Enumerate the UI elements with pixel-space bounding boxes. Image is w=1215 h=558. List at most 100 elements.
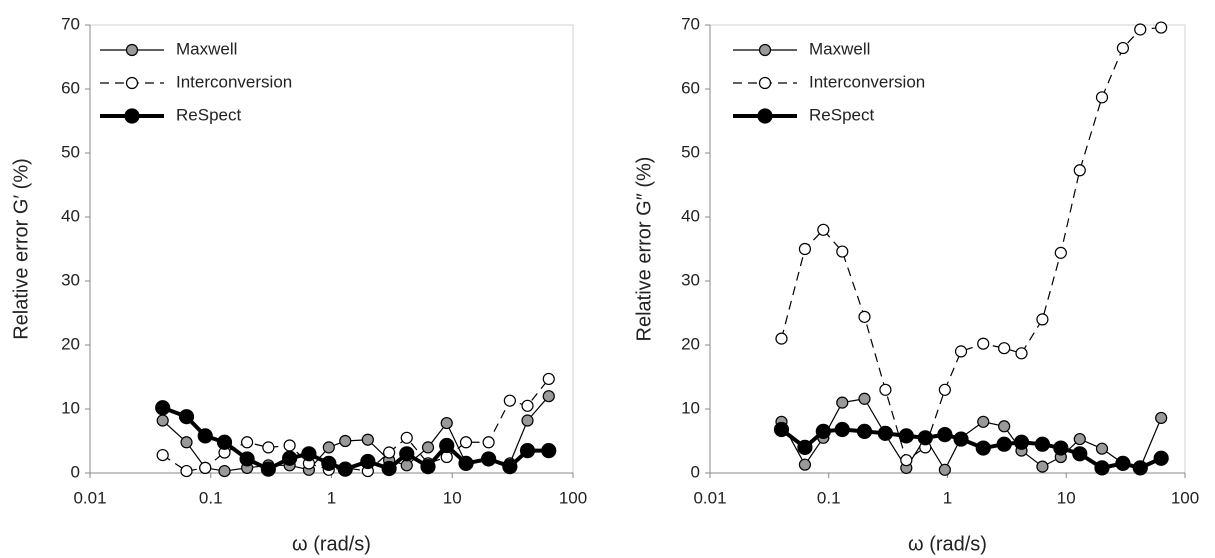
data-point bbox=[877, 425, 894, 441]
data-point bbox=[156, 448, 169, 462]
data-point bbox=[360, 453, 376, 470]
data-point bbox=[337, 461, 353, 477]
x-tick-label: 1 bbox=[943, 488, 952, 507]
x-tick-label: 1 bbox=[327, 488, 336, 507]
data-point bbox=[519, 443, 536, 459]
data-point bbox=[797, 439, 813, 455]
data-point bbox=[541, 443, 557, 459]
data-point bbox=[502, 459, 518, 475]
y-tick-label: 40 bbox=[681, 206, 700, 225]
data-point bbox=[1072, 446, 1088, 462]
data-point bbox=[1036, 460, 1049, 473]
y-tick-label: 50 bbox=[61, 142, 80, 161]
data-point bbox=[440, 450, 453, 464]
data-point bbox=[836, 245, 849, 258]
legend-marker bbox=[125, 43, 139, 57]
data-point bbox=[1054, 246, 1067, 259]
data-point bbox=[301, 446, 317, 462]
y-tick-label: 0 bbox=[691, 462, 700, 481]
data-point bbox=[1134, 23, 1147, 36]
data-point bbox=[1073, 432, 1086, 446]
legend-label: Interconversion bbox=[809, 72, 925, 91]
y-tick-label: 20 bbox=[61, 334, 80, 353]
legend-marker bbox=[758, 76, 772, 90]
data-point bbox=[421, 441, 435, 454]
data-point bbox=[773, 421, 790, 438]
data-point bbox=[1155, 21, 1168, 34]
data-point bbox=[239, 451, 255, 467]
data-point bbox=[1013, 434, 1030, 450]
data-point bbox=[1116, 41, 1130, 55]
x-tick-label: 10 bbox=[1057, 488, 1076, 507]
data-point bbox=[180, 436, 193, 449]
y-tick-label: 60 bbox=[681, 78, 700, 97]
data-point bbox=[834, 421, 850, 438]
data-point bbox=[1094, 460, 1110, 476]
x-axis-label: ω (rad/s) bbox=[292, 533, 371, 555]
legend-label: Interconversion bbox=[176, 72, 292, 91]
y-tick-label: 70 bbox=[681, 14, 700, 33]
data-point bbox=[1153, 450, 1169, 466]
data-point bbox=[1132, 460, 1148, 476]
data-point bbox=[440, 416, 453, 430]
data-point bbox=[954, 345, 968, 358]
x-tick-label: 0.1 bbox=[817, 488, 841, 507]
x-tick-label: 0.01 bbox=[73, 488, 106, 507]
series-line bbox=[780, 26, 1162, 462]
data-point bbox=[998, 420, 1011, 433]
data-point bbox=[879, 383, 892, 396]
legend-label: ReSpect bbox=[176, 105, 241, 124]
data-point bbox=[817, 223, 830, 236]
data-point bbox=[858, 310, 871, 323]
data-point bbox=[197, 428, 213, 444]
data-point bbox=[858, 392, 871, 405]
data-point bbox=[1073, 164, 1086, 177]
data-point bbox=[439, 437, 455, 454]
legend-label: Maxwell bbox=[176, 39, 237, 58]
legend-marker bbox=[758, 43, 772, 57]
data-point bbox=[1036, 313, 1049, 326]
data-point bbox=[1053, 440, 1069, 456]
data-point bbox=[1034, 436, 1051, 452]
data-point bbox=[399, 446, 415, 462]
data-point bbox=[917, 430, 933, 446]
y-tick-label: 0 bbox=[71, 462, 80, 481]
y-tick-label: 70 bbox=[61, 14, 80, 33]
data-point bbox=[542, 372, 555, 386]
legend-label: ReSpect bbox=[809, 105, 874, 124]
data-point bbox=[503, 394, 516, 407]
data-point bbox=[542, 390, 555, 403]
data-point bbox=[953, 431, 969, 447]
data-point bbox=[775, 332, 788, 345]
data-point bbox=[1115, 455, 1131, 471]
data-point bbox=[283, 439, 296, 452]
data-point bbox=[180, 464, 193, 478]
data-point bbox=[938, 463, 951, 476]
y-tick-label: 30 bbox=[681, 270, 700, 289]
x-axis-label: ω (rad/s) bbox=[908, 533, 987, 555]
data-point bbox=[240, 436, 254, 449]
x-tick-label: 100 bbox=[1171, 488, 1199, 507]
data-point bbox=[218, 464, 231, 478]
y-axis-label: Relative error G″ (%) bbox=[633, 157, 655, 342]
legend-marker bbox=[124, 108, 140, 124]
data-point bbox=[260, 461, 276, 477]
data-point bbox=[155, 400, 171, 416]
data-point bbox=[900, 454, 913, 467]
data-point bbox=[937, 427, 953, 443]
data-point bbox=[361, 433, 374, 446]
legend-label: Maxwell bbox=[809, 39, 870, 58]
data-point bbox=[199, 461, 212, 474]
x-tick-label: 0.01 bbox=[693, 488, 726, 507]
data-point bbox=[996, 436, 1012, 452]
data-point bbox=[383, 446, 396, 459]
data-point bbox=[521, 414, 534, 427]
data-point bbox=[322, 441, 335, 454]
data-point bbox=[282, 450, 298, 466]
data-point bbox=[1155, 411, 1168, 425]
data-point bbox=[1095, 442, 1109, 455]
data-point bbox=[975, 440, 991, 456]
data-point bbox=[381, 460, 397, 477]
data-point bbox=[977, 415, 990, 428]
